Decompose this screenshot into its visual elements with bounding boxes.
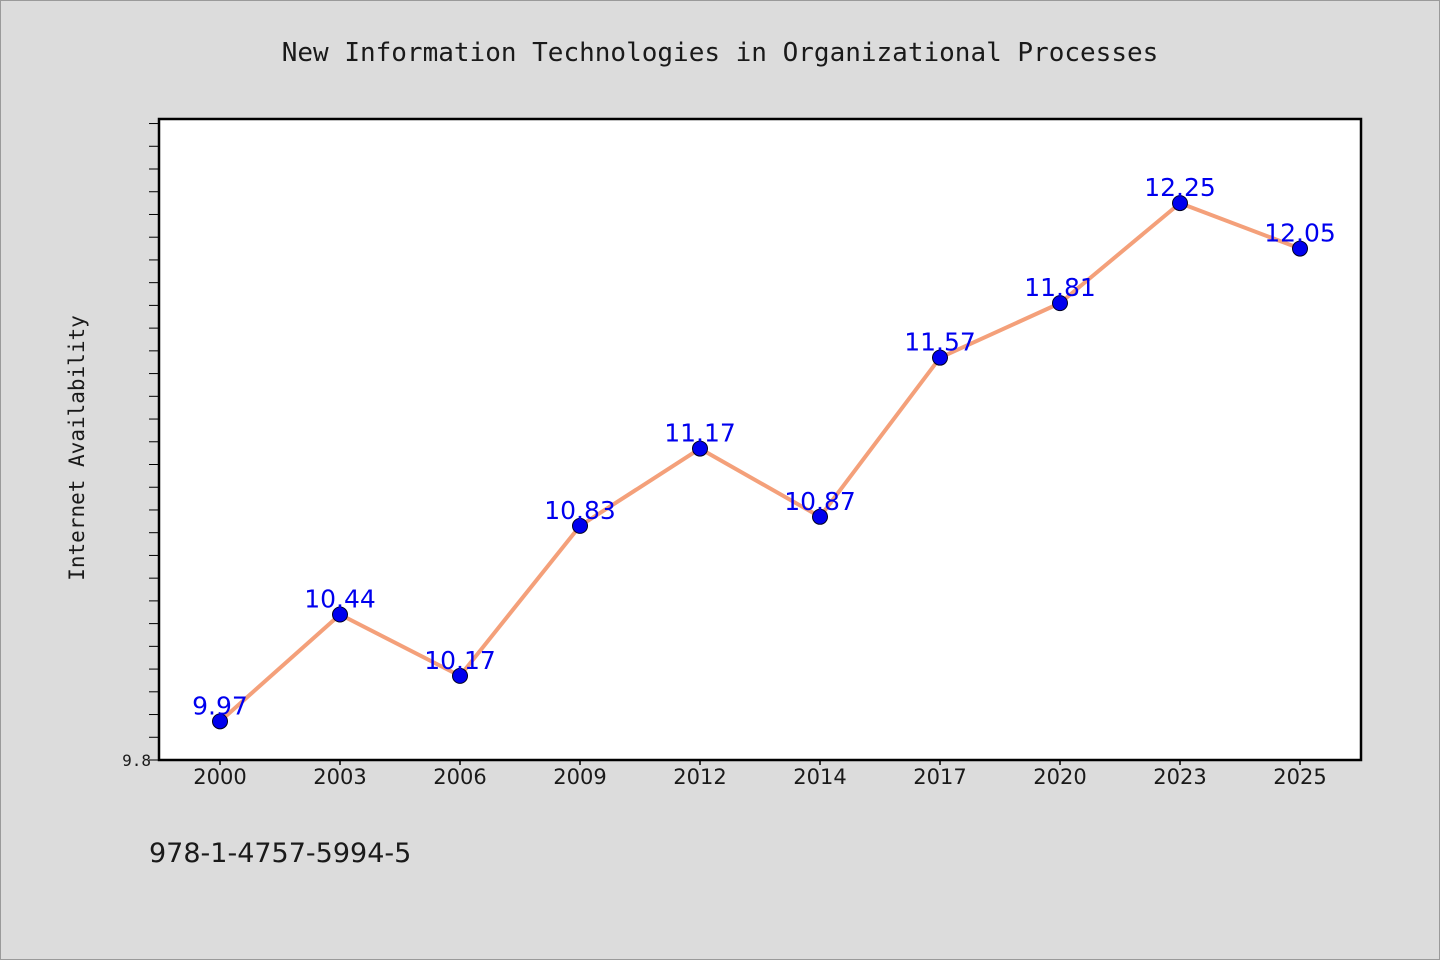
- chart-title: New Information Technologies in Organiza…: [282, 38, 1159, 68]
- data-point: [1292, 240, 1308, 257]
- data-label: 11.17: [664, 419, 736, 448]
- isbn-text: 978-1-4757-5994-5: [149, 838, 411, 869]
- data-label: 12.25: [1144, 173, 1216, 202]
- y-axis-ticks: [149, 123, 159, 761]
- x-tick-label: 2012: [673, 765, 726, 789]
- data-point: [812, 508, 828, 525]
- x-tick-label: 2023: [1153, 765, 1206, 789]
- x-tick-label: 2025: [1273, 765, 1326, 789]
- x-tick-label: 2020: [1033, 765, 1086, 789]
- data-point: [692, 440, 708, 457]
- data-label: 11.57: [904, 328, 976, 357]
- x-tick-label: 2003: [313, 765, 366, 789]
- data-point: [1172, 195, 1188, 212]
- plot-area: [157, 117, 1363, 762]
- data-label: 10.87: [784, 487, 856, 516]
- data-point: [452, 667, 468, 684]
- data-point: [572, 517, 588, 534]
- data-label: 10.44: [304, 585, 376, 614]
- data-label: 9.97: [192, 691, 248, 720]
- data-point: [332, 606, 348, 623]
- data-point: [1052, 295, 1068, 312]
- x-tick-label: 2000: [193, 765, 246, 789]
- x-tick-label: 2017: [913, 765, 966, 789]
- series-line: [218, 201, 1302, 724]
- data-point: [932, 349, 948, 366]
- x-tick-label: 2014: [793, 765, 846, 789]
- data-label: 10.83: [544, 496, 616, 525]
- data-label: 12.05: [1264, 219, 1336, 248]
- data-label: 11.81: [1024, 273, 1096, 302]
- y-axis-label: Internet Availability: [65, 315, 89, 581]
- x-tick-label: 2009: [553, 765, 606, 789]
- data-point: [212, 713, 228, 730]
- series-layer: 9.97 10.44 10.17 10.83 11.17 10.87 11.57 11.81 1…: [192, 173, 1336, 730]
- x-tick-label: 2006: [433, 765, 486, 789]
- x-axis-ticks: 2000 2003 2006 2009 2012 2014 2017 2020 2023 2025: [193, 760, 1327, 789]
- y-tick-label: 9.8: [122, 751, 151, 770]
- data-label: 10.17: [424, 646, 496, 675]
